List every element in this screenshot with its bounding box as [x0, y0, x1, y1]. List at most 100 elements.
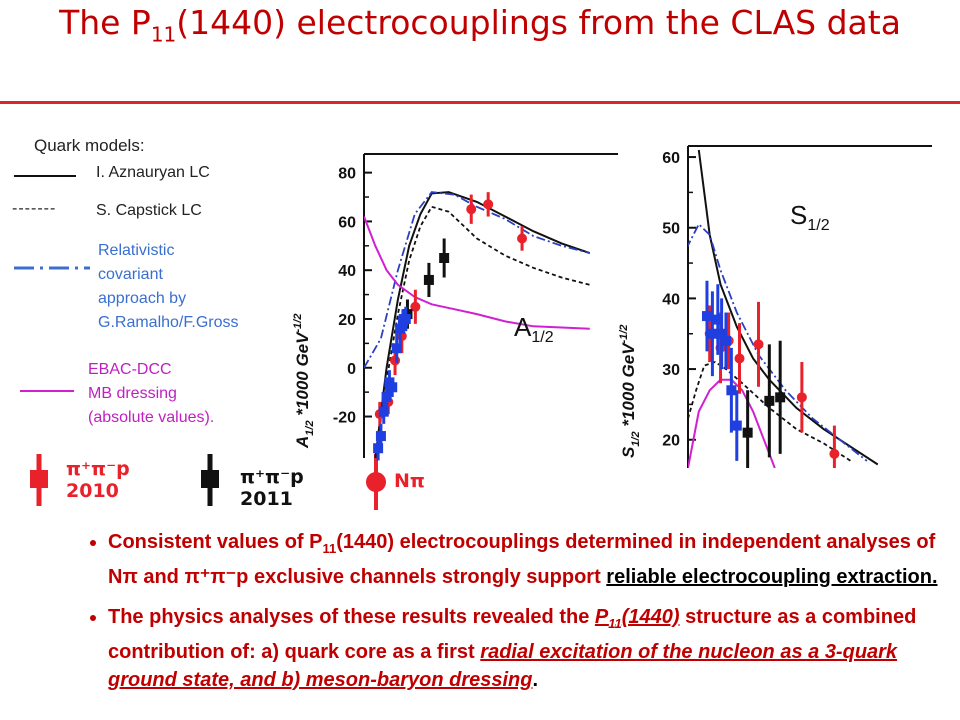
chart-a-point-n-: [410, 289, 421, 324]
chart-a-point-n-: [483, 192, 494, 217]
chart-a-point--p-2010: [391, 333, 402, 363]
chart-a-curve-ramalho-gross: [364, 191, 591, 369]
page-title: The P11(1440) electrocouplings from the …: [0, 0, 960, 58]
chart-s-curve-capstick-lc: [688, 361, 852, 462]
bullet-2-underlined: radial excitation of the nucleon as a 3-…: [108, 641, 898, 691]
bullet-1-underlined: reliable electrocoupling extraction.: [606, 566, 938, 588]
chart-a-point--p-2010-marker: [387, 382, 398, 393]
chart-s-point--p-2011-marker: [742, 427, 753, 438]
legend-ramalho-line3: approach by: [98, 290, 187, 307]
chart-a-point--p-2010-marker: [391, 343, 402, 354]
legend-ebac-line2: MB dressing: [88, 385, 177, 402]
chart-s-point--p-2010: [720, 312, 731, 370]
chart-s-point-n--marker: [796, 392, 807, 403]
chart-s-point--p-2010: [707, 291, 718, 377]
chart-a-point--p-2010: [381, 384, 392, 410]
chart-a-panel-label: A1/2: [514, 312, 554, 346]
legend-heading: Quark models:: [34, 136, 145, 155]
chart-s-point--p-2010: [731, 390, 742, 461]
bullet-1-text-d: exclusive channels strongly support: [248, 566, 607, 588]
chart-a-point--p-2010: [400, 306, 411, 332]
legend-label-ebac: EBAC-DCC MB dressing (absolute values).: [88, 358, 214, 430]
bullet-1: Consistent values of P11(1440) electroco…: [108, 528, 940, 591]
chart-a-ytick-label: 40: [338, 263, 356, 280]
chart-a-point--p-2011-marker: [423, 274, 434, 285]
chart-s-point--p-2010: [726, 347, 737, 433]
chart-a-point-n-: [466, 194, 477, 224]
bullet-2-text-a: The physics analyses of these results re…: [108, 606, 595, 628]
chart-s-ytick-label: 60: [662, 150, 680, 167]
bullet-list: Consistent values of P11(1440) electroco…: [80, 528, 940, 706]
bullet-2-resonance-sub: 11: [608, 616, 622, 631]
chart-s-point--p-2010: [712, 284, 723, 355]
chart-a-point-n--marker: [390, 355, 401, 366]
chart-s-ytick-label: 20: [662, 433, 680, 450]
bullet-2: The physics analyses of these results re…: [108, 603, 940, 694]
chart-a-ytick-label: -20: [333, 410, 356, 427]
bullet-1-text-b: (1440) electrocouplings determined in in…: [108, 531, 936, 588]
chart-a-point--p-2010-marker: [373, 443, 384, 454]
chart-a-y-label: A1/2 *1000 GeV-1/2: [292, 314, 316, 449]
bullet-2-resonance-mass: (1440): [621, 606, 680, 628]
chart-s-point-n-: [753, 301, 764, 387]
chart-s-point-n-: [829, 425, 840, 468]
chart-a-point--p-2010: [387, 377, 398, 398]
legend-marker-npi: [366, 454, 386, 510]
chart-s-point--p-2011-marker: [764, 395, 775, 406]
chart-a-ytick-label: 60: [338, 214, 356, 231]
title-subscript: 11: [150, 22, 177, 47]
legend-label-ramalho: Relativistic covariant approach by G.Ram…: [98, 239, 238, 335]
chart-s-point--p-2011-marker: [775, 392, 786, 403]
legend-line-capstick: -------: [12, 200, 57, 217]
chart-a-ytick-label: 0: [347, 361, 356, 378]
chart-s-ytick-label: 30: [662, 362, 680, 379]
chart-s-point-n--marker: [753, 339, 764, 350]
chart-s-point--p-2010-marker: [716, 328, 727, 339]
chart-s-y-label: S1/2 *1000 GeV-1/2: [618, 324, 642, 458]
chart-s-point--p-2010-marker: [701, 311, 712, 322]
chart-a-point--p-2011-marker: [439, 253, 450, 263]
chart-a-point--p-2010-marker: [375, 431, 386, 442]
legend-label-capstick: S. Capstick LC: [96, 202, 202, 219]
title-text-post: (1440) electrocouplings from the CLAS da…: [176, 3, 901, 42]
chart-s-point--p-2010-marker: [707, 328, 718, 339]
chart-a-point--p-2011: [439, 238, 450, 278]
chart-a-point--p-2010-marker: [378, 406, 389, 417]
chart-s-point--p-2010-marker: [731, 420, 742, 431]
chart-s-point-n-: [734, 323, 745, 394]
chart-a-point-n--marker: [410, 301, 421, 312]
legend-ebac-line1: EBAC-DCC: [88, 361, 172, 378]
chart-a-point--p-2010: [375, 423, 386, 449]
chart-s-point--p-2010-marker: [726, 385, 737, 396]
bullet-1-pi: π: [122, 566, 138, 588]
legend-pipip-2010-label: π⁺π⁻p 2010: [66, 458, 130, 502]
chart-s-curve-ramalho-gross: [688, 222, 868, 462]
chart-a-point-n-: [517, 226, 528, 251]
bullet-2-resonance-p: P: [594, 606, 609, 628]
chart-s-half: 60 50 40 30 20 S1/2 *1000 GeV-1/2 S1/2: [618, 145, 932, 468]
bullet-1-pipip: π⁺π⁻p: [184, 566, 249, 588]
chart-a-point--p-2010-marker: [400, 313, 411, 324]
chart-a-ytick-label: 80: [338, 166, 356, 183]
legend-ramalho-line2: covariant: [98, 266, 163, 283]
chart-a-point--p-2011: [423, 262, 434, 298]
chart-s-point--p-2011: [775, 340, 786, 454]
legend-pipip-2011-line1: π⁺π⁻p: [240, 466, 304, 488]
chart-s-point--p-2010: [716, 298, 727, 370]
chart-a-half: 80 60 40 20 0 -20 A1/2 *1000 GeV-1/2 A1/2: [292, 153, 618, 461]
legend-line-ramalho: [14, 266, 90, 270]
bullet-1-sub: 11: [322, 541, 337, 556]
chart-a-point-n--marker: [483, 199, 494, 210]
chart-s-point-n--marker: [734, 353, 745, 364]
bullet-2-text-b: structure as a combined contribution of:…: [108, 606, 917, 663]
chart-s-point-n-: [796, 362, 807, 433]
chart-a-point--p-2010-marker: [381, 392, 392, 403]
bullet-1-text-c: and: [137, 566, 185, 588]
chart-s-point--p-2011: [764, 344, 775, 458]
chart-a-point--p-2010: [378, 399, 389, 424]
chart-a-ytick-label: 20: [338, 312, 356, 329]
legend-line-aznauryan: [14, 175, 76, 177]
chart-s-curve-aznauryan-lc: [697, 149, 879, 466]
legend-ramalho-line1: Relativistic: [98, 242, 175, 259]
legend-ramalho-line4: G.Ramalho/F.Gross: [98, 314, 239, 331]
